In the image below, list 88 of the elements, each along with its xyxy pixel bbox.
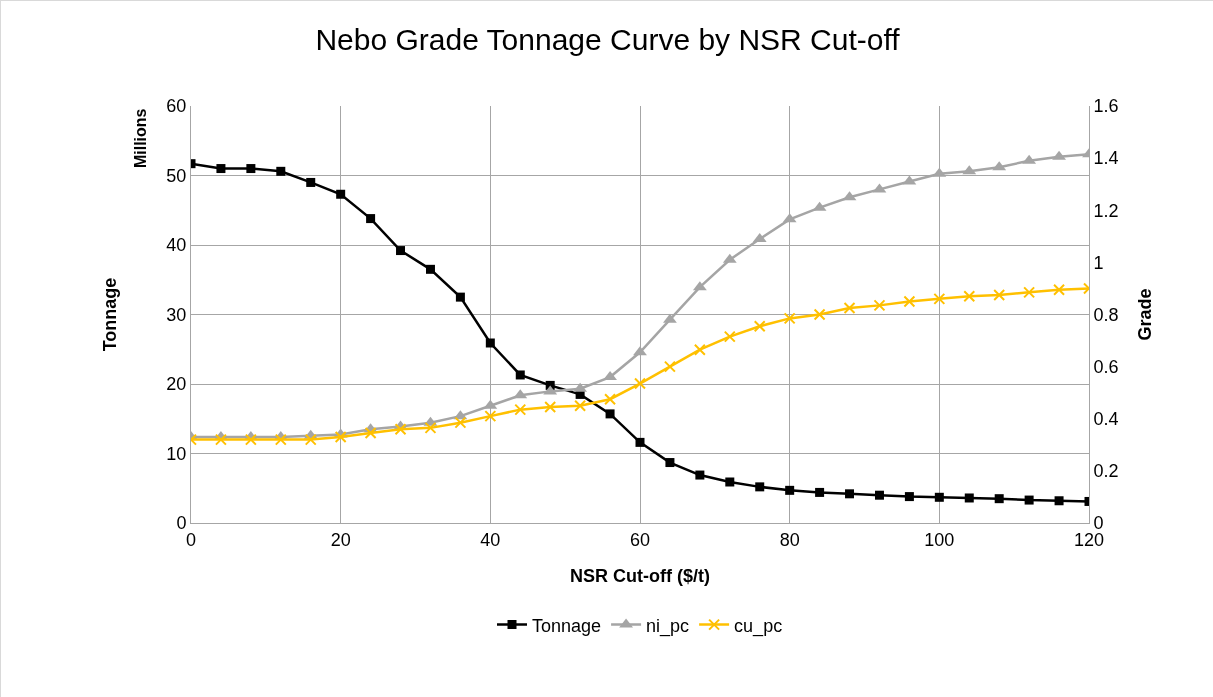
point (964, 493, 974, 503)
x-tick-label: 60 (629, 529, 651, 550)
point (753, 320, 766, 333)
point (755, 482, 765, 492)
point (1053, 283, 1066, 296)
point (843, 301, 856, 314)
point (514, 403, 527, 416)
point (815, 487, 825, 497)
y2-tick-label: 0.6 (1093, 356, 1119, 377)
y-tick-label: 20 (166, 374, 187, 395)
point (904, 492, 914, 502)
point (695, 470, 705, 480)
point (785, 485, 795, 495)
point (454, 416, 467, 429)
point (1052, 150, 1066, 160)
point (723, 330, 736, 343)
point (364, 427, 377, 440)
point (994, 494, 1004, 504)
point (214, 433, 227, 446)
point (605, 409, 615, 419)
y2-tick-label: 0.4 (1093, 409, 1119, 430)
point (304, 433, 317, 446)
point (396, 246, 406, 256)
point (874, 490, 884, 500)
point (725, 477, 735, 487)
point (424, 421, 437, 434)
y2-tick-label: 1.4 (1093, 148, 1119, 169)
y-axis-title: Tonnage (99, 277, 120, 352)
x-tick-label: 20 (330, 529, 351, 550)
point (634, 377, 646, 390)
point (963, 290, 976, 303)
point (783, 312, 796, 325)
point (366, 214, 376, 224)
legend-label: Tonnage (532, 615, 602, 636)
y-tick-label: 50 (166, 165, 187, 186)
y2-tick-label: 1.6 (1093, 96, 1119, 117)
y-tick-label: 10 (166, 443, 187, 464)
point (933, 292, 946, 305)
point (993, 288, 1006, 301)
y2-tick-label: 0.8 (1093, 304, 1119, 325)
point (873, 299, 886, 312)
point (663, 313, 677, 323)
x-axis-title: NSR Cut-off ($/t) (570, 565, 710, 586)
point (425, 264, 435, 274)
point (1023, 286, 1036, 299)
y-tick-label: 40 (166, 235, 187, 256)
y2-tick-label: 1.2 (1093, 200, 1119, 221)
y-tick-label: 0 (176, 513, 187, 534)
point (633, 346, 647, 356)
point (1054, 496, 1064, 506)
point (334, 430, 347, 443)
point (574, 399, 587, 412)
legend-label: cu_pc (734, 615, 783, 637)
point (394, 423, 407, 436)
point (306, 177, 316, 187)
x-tick-label: 40 (480, 529, 501, 550)
point (663, 360, 676, 373)
point (813, 308, 826, 321)
x-tick-label: 80 (779, 529, 800, 550)
point (455, 292, 465, 302)
point (604, 393, 617, 406)
point (544, 401, 557, 414)
point (1024, 495, 1034, 505)
legend-label: ni_pc (646, 615, 690, 637)
point (665, 458, 675, 468)
point (484, 410, 497, 423)
point (485, 338, 495, 348)
point (274, 433, 287, 446)
point (336, 189, 346, 199)
point (845, 489, 855, 499)
chart-title: Nebo Grade Tonnage Curve by NSR Cut-off (315, 22, 901, 56)
point (635, 437, 645, 447)
point (693, 343, 706, 356)
point (934, 492, 944, 502)
y2-tick-label: 0.2 (1093, 461, 1119, 482)
x-tick-label: 100 (924, 529, 955, 550)
point (603, 371, 617, 381)
y-tick-label: 30 (166, 304, 187, 325)
y2-axis-title: Grade (1134, 288, 1155, 341)
y2-tick-label: 1 (1093, 252, 1104, 273)
point (515, 370, 525, 380)
point (244, 433, 257, 446)
point (903, 295, 916, 308)
point (246, 164, 256, 174)
text: Millions (132, 108, 150, 169)
point (276, 166, 286, 176)
point (216, 164, 226, 174)
y-tick-label: 60 (166, 96, 187, 117)
